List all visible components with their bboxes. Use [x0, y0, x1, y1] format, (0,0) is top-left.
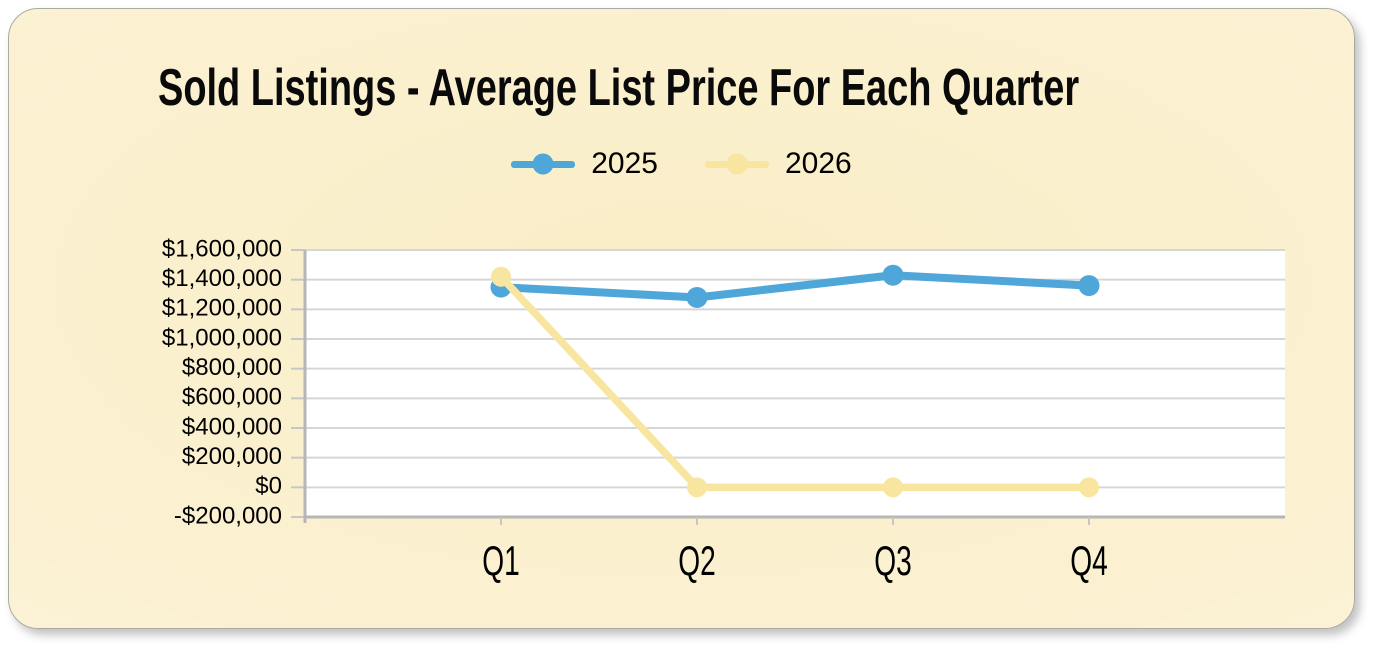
y-axis-label: $0: [255, 473, 282, 500]
legend-item-2025: 2025: [511, 149, 658, 179]
y-axis-label: $1,000,000: [162, 324, 282, 351]
data-point-2026-Q1: [491, 266, 511, 287]
chart-title: Sold Listings - Average List Price For E…: [158, 59, 1080, 117]
data-point-2025-Q4: [1078, 275, 1100, 297]
series-line-2026: [497, 272, 1093, 492]
y-axis-label: $200,000: [182, 443, 282, 470]
plot-area: [305, 250, 1285, 517]
series-line-2025: [497, 271, 1093, 302]
x-axis-label: Q2: [678, 537, 716, 584]
data-point-2026-Q2: [687, 477, 707, 498]
data-point-2025-Q2: [686, 286, 708, 308]
y-axis-label: $800,000: [182, 354, 282, 381]
legend-dot-icon: [532, 153, 554, 175]
x-axis-label: Q3: [874, 537, 912, 584]
legend-line-swatch-2026: [705, 153, 769, 175]
y-axis-label: $1,600,000: [162, 235, 282, 262]
legend-dot-icon: [726, 153, 748, 175]
y-axis-label: $600,000: [182, 384, 282, 411]
legend-label: 2025: [591, 147, 658, 180]
x-axis-label: Q4: [1070, 537, 1108, 584]
legend-item-2026: 2026: [705, 149, 852, 179]
legend-label: 2026: [785, 147, 852, 180]
y-axis-label: $1,400,000: [162, 265, 282, 292]
y-axis-label: $1,200,000: [162, 295, 282, 322]
legend-line-swatch-2025: [511, 153, 576, 175]
data-point-2026-Q3: [883, 477, 903, 498]
y-axis-label: -$200,000: [174, 502, 282, 529]
legend: 2025 2026: [8, 149, 1355, 179]
data-point-2025-Q3: [882, 264, 904, 286]
y-axis-label: $400,000: [182, 413, 282, 440]
data-point-2026-Q4: [1079, 477, 1099, 498]
x-axis-label: Q1: [482, 537, 520, 584]
